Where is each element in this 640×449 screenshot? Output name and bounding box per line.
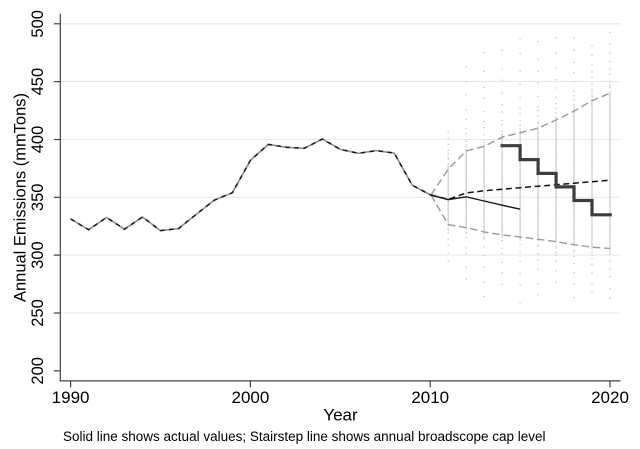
svg-text:Annual Emissions (mmTons): Annual Emissions (mmTons) [12,93,30,302]
svg-text:2010: 2010 [411,388,449,407]
svg-text:250: 250 [29,299,47,327]
svg-text:200: 200 [29,357,47,385]
svg-text:400: 400 [29,126,47,154]
svg-text:450: 450 [29,68,47,96]
svg-text:Year: Year [323,405,358,424]
svg-text:350: 350 [29,184,47,212]
svg-text:Solid line shows actual values: Solid line shows actual values; Stairste… [63,429,546,444]
svg-text:500: 500 [29,10,47,38]
svg-text:2000: 2000 [231,388,269,407]
svg-text:300: 300 [29,241,47,269]
svg-text:2020: 2020 [591,388,629,407]
svg-text:1990: 1990 [52,388,90,407]
